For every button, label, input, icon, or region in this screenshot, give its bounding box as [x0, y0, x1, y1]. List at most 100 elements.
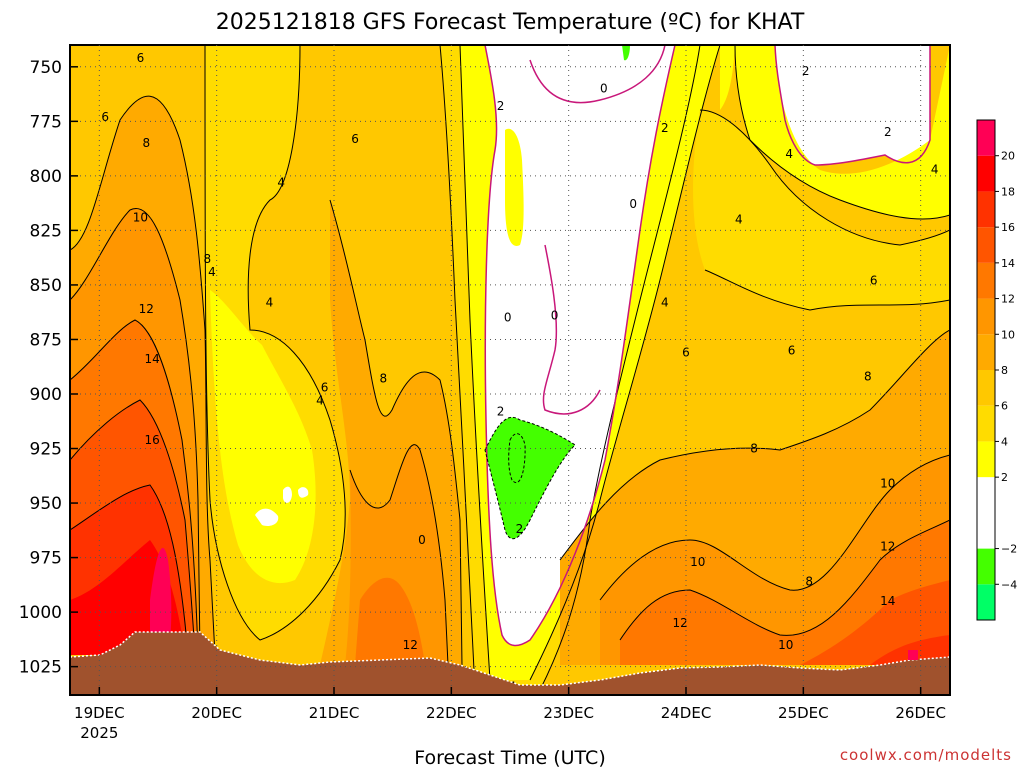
temperature-region-neg2-2: [255, 486, 309, 526]
contour-label: 0: [504, 311, 512, 325]
temperature-region-2-4: [505, 128, 524, 246]
colorbar-label: 20: [1001, 150, 1015, 163]
colorbar-label: 4: [1001, 435, 1008, 448]
contour-labels: 6681012141684446648012200200224468101244…: [101, 51, 938, 693]
colorbar-band: [977, 548, 995, 585]
x-tick-label: 20DEC: [191, 704, 242, 722]
contour-label: 12: [403, 638, 418, 652]
colorbar: 20 18 16 14 12 10 8 6 4 2 −2 −4: [976, 119, 1017, 621]
contour-label: 4: [266, 295, 274, 309]
colorbar-label: 2: [1001, 471, 1008, 484]
plot-frame: [69, 44, 951, 696]
colorbar-label: −4: [1001, 578, 1017, 591]
contour-label: 8: [142, 136, 150, 150]
contour-label: 2: [884, 125, 892, 139]
colorbar-band: [977, 405, 995, 442]
colorbar-label: 12: [1001, 293, 1015, 306]
contour-label: 6: [137, 51, 145, 65]
contour-label: 2: [497, 404, 505, 418]
contour-label: 4: [208, 265, 216, 279]
colorbar-band: [977, 298, 995, 335]
contour-label: 16: [144, 433, 159, 447]
contour-label: 4: [316, 394, 324, 408]
y-tick-label: 925: [30, 440, 62, 460]
y-tick-label: 950: [30, 494, 62, 514]
temperature-region-20-22: [150, 547, 172, 640]
y-tick-label: 850: [30, 276, 62, 296]
contour-label: 8: [379, 372, 387, 386]
contour-label: 8: [805, 575, 813, 589]
colorbar-label: 18: [1001, 185, 1015, 198]
colorbar-label: 6: [1001, 400, 1008, 413]
contour-label: 4: [661, 295, 669, 309]
colorbar-band: [977, 477, 995, 549]
contour-label: 2: [802, 64, 810, 78]
temperature-region-12-14: [355, 577, 425, 665]
x-tick-label: 24DEC: [661, 704, 712, 722]
contour-label: 6: [351, 132, 359, 146]
contour-label: 12: [672, 616, 687, 630]
contour-label: 8: [750, 442, 758, 456]
credit-link[interactable]: coolwx.com/modelts: [840, 746, 1012, 764]
contour-label: 0: [629, 197, 637, 211]
x-tick-sublabel: 2025: [80, 724, 118, 742]
x-axis: 19DEC 2025 20DEC 21DEC 22DEC 23DEC 24DEC 25DEC 2…: [74, 687, 946, 742]
temperature-region-neg2-2: [775, 45, 930, 165]
temperature-region-4-6: [693, 110, 950, 310]
contour-label: 4: [735, 212, 743, 226]
contour-label: 2: [516, 522, 524, 536]
colorbar-band: [977, 120, 995, 156]
contour-label: 8: [864, 370, 872, 384]
colorbar-band: [977, 155, 995, 192]
contour-label: 12: [139, 302, 154, 316]
x-tick-label: 26DEC: [895, 704, 946, 722]
y-tick-label: 775: [30, 112, 62, 132]
colorbar-band: [977, 441, 995, 478]
y-tick-label: 900: [30, 385, 62, 405]
contour-label: 10: [778, 638, 793, 652]
contour-label: 6: [682, 346, 690, 360]
contour-label: 4: [931, 162, 939, 176]
x-tick-label: 25DEC: [778, 704, 829, 722]
x-tick-label: 23DEC: [543, 704, 594, 722]
colorbar-label: 10: [1001, 328, 1015, 341]
contour-label: 12: [880, 540, 895, 554]
contour-label: 10: [133, 210, 148, 224]
temperature-region-2-4: [720, 45, 950, 220]
x-tick-label: 22DEC: [426, 704, 477, 722]
contour-label: 0: [600, 82, 608, 96]
contour-label: 10: [880, 476, 895, 490]
y-tick-label: 1000: [19, 603, 62, 623]
terrain-highlight: [908, 650, 918, 660]
temperature-region-2-4: [210, 290, 316, 584]
contour-label: 0: [551, 308, 559, 322]
y-tick-label: 750: [30, 58, 62, 78]
chart-title: 2025121818 GFS Forecast Temperature (ºC)…: [216, 10, 805, 35]
colorbar-band: [977, 191, 995, 228]
contour-label: 2: [497, 99, 505, 113]
y-axis: 750 775 800 825 850 875 900 925 950 975 1000 1025: [19, 58, 78, 678]
contour-label: 4: [277, 175, 285, 189]
contour-label: 4: [785, 147, 793, 161]
colorbar-label: 16: [1001, 221, 1015, 234]
colorbar-label: 8: [1001, 364, 1008, 377]
temperature-region-neg4-neg2: [485, 45, 630, 539]
plot-area: 6681012141684446648012200200224468101244…: [70, 45, 950, 695]
colorbar-band: [977, 227, 995, 263]
y-tick-label: 975: [30, 549, 62, 569]
colorbar-band: [977, 334, 995, 370]
contour-label: 6: [870, 274, 878, 288]
x-tick-label: 19DEC: [74, 704, 125, 722]
colorbar-band: [977, 584, 995, 620]
colorbar-band: [977, 370, 995, 406]
negative-contour-lines: [484, 417, 576, 540]
colorbar-label: 14: [1001, 257, 1015, 270]
contour-label: 6: [101, 110, 109, 124]
contour-label: 2: [661, 121, 669, 135]
contour-label: 8: [203, 252, 211, 266]
y-tick-label: 875: [30, 330, 62, 350]
terrain-ground: [70, 631, 950, 695]
contour-label: 6: [788, 343, 796, 357]
contour-label: 14: [880, 594, 895, 608]
